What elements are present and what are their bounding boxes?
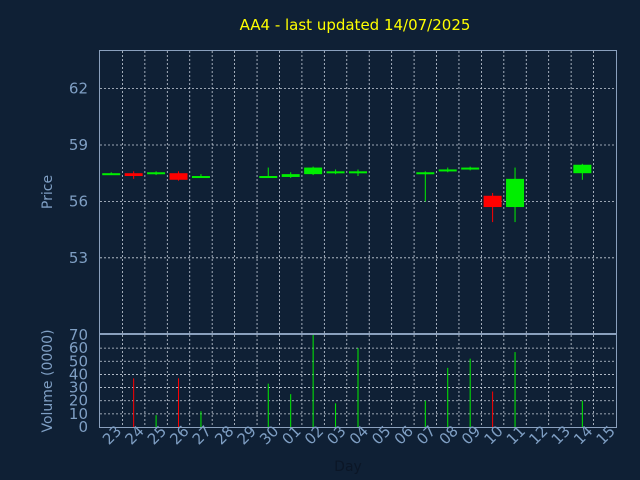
candle-body [438, 169, 457, 172]
price-axis-label: Price [40, 175, 56, 209]
candle-body [416, 172, 435, 175]
x-axis-label: Day [334, 459, 362, 475]
x-tick-label: 15 [593, 422, 619, 448]
candle-body [461, 167, 480, 170]
candle-body [573, 164, 592, 174]
price-y-ticks: 53 56 59 62 [69, 80, 88, 267]
candle-body [259, 176, 278, 179]
price-tick-label: 53 [69, 249, 88, 267]
volume-tick-label: 70 [69, 326, 88, 344]
candle-body [147, 172, 166, 175]
volume-axis-label: Volume (0000) [40, 329, 56, 432]
price-tick-label: 62 [69, 80, 88, 98]
candle-body [483, 195, 502, 208]
volume-panel-frame [99, 334, 617, 428]
candle-body [169, 173, 188, 180]
candle-body [349, 171, 367, 174]
volume-tick-label: 30 [69, 379, 88, 397]
price-tick-label: 56 [69, 192, 88, 210]
volume-tick-label: 0 [78, 418, 88, 436]
candle-body [506, 178, 525, 208]
price-candles [102, 163, 592, 223]
volume-tick-label: 50 [69, 352, 88, 370]
volume-bars [133, 335, 583, 427]
candle-body [191, 176, 210, 179]
price-grid [100, 51, 616, 333]
candle-body [102, 173, 121, 176]
candle-body [304, 167, 323, 175]
x-ticks: 2324252627282930010203040506070809101112… [99, 422, 619, 448]
candle-body [326, 171, 345, 174]
price-panel-frame [99, 50, 617, 334]
candle-body [281, 174, 300, 177]
volume-tick-label: 20 [69, 392, 88, 410]
volume-tick-label: 10 [69, 405, 88, 423]
candle-body [124, 173, 143, 177]
price-tick-label: 59 [69, 136, 88, 154]
volume-tick-label: 40 [69, 365, 88, 383]
volume-tick-label: 60 [69, 339, 88, 357]
chart-title: AA4 - last updated 14/07/2025 [240, 16, 471, 34]
